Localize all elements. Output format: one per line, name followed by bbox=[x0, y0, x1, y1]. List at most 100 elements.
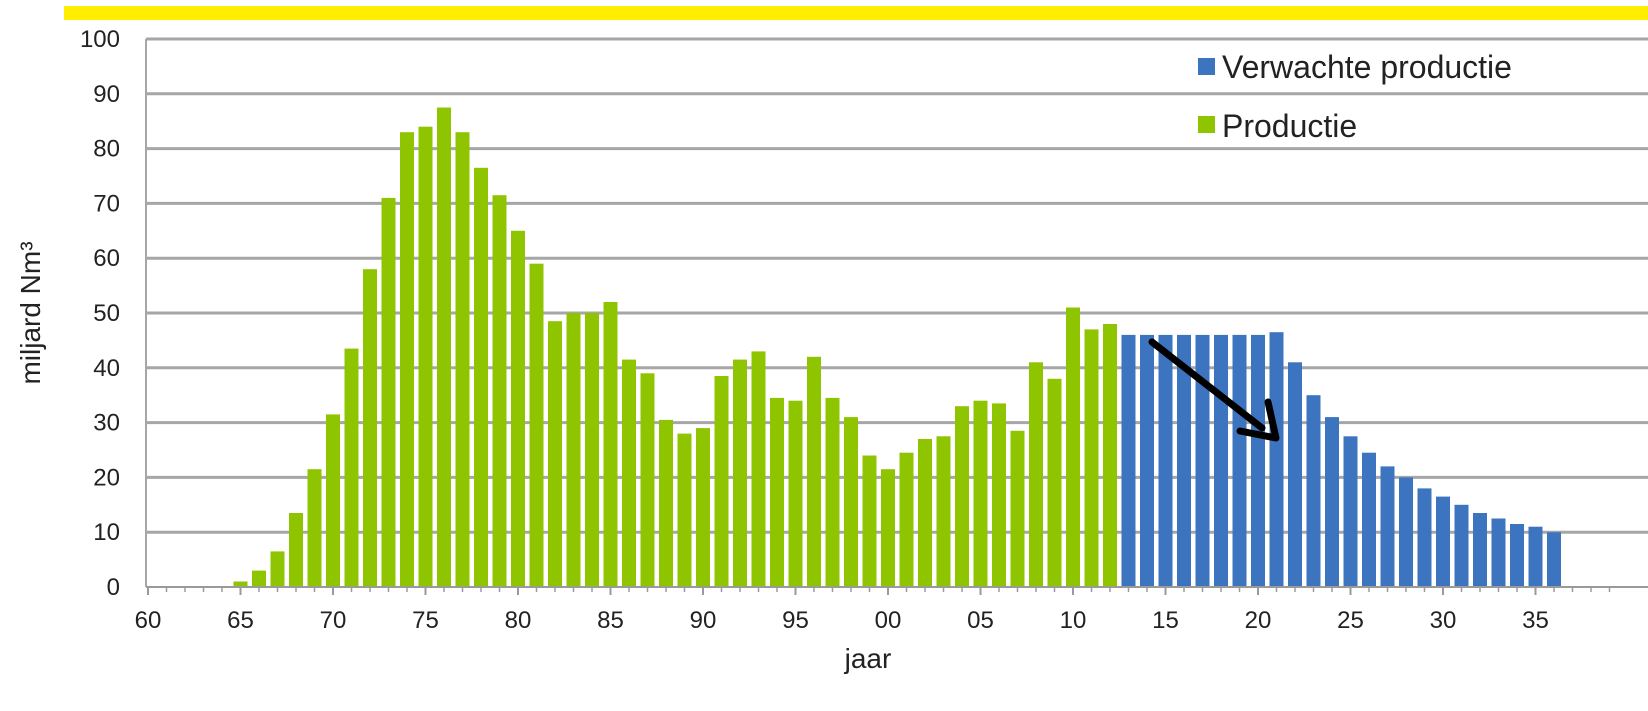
bar-productie-1981 bbox=[529, 263, 544, 587]
bar-productie-1967 bbox=[270, 551, 285, 587]
bar-productie-1991 bbox=[714, 376, 729, 587]
bar-verwachte-2026 bbox=[1362, 452, 1376, 587]
legend-swatch-verwachte bbox=[1198, 58, 1215, 75]
y-tick-label: 70 bbox=[93, 190, 120, 217]
bar-productie-1983 bbox=[566, 313, 581, 587]
y-tick-label: 100 bbox=[80, 26, 120, 53]
x-axis-title: jaar bbox=[844, 643, 892, 674]
bar-productie-1997 bbox=[825, 397, 840, 587]
bar-productie-1988 bbox=[659, 419, 673, 587]
bar-productie-1971 bbox=[344, 348, 359, 587]
bar-verwachte-2024 bbox=[1325, 417, 1339, 587]
bar-productie-2003 bbox=[936, 436, 951, 587]
bar-productie-1987 bbox=[640, 373, 655, 587]
bar-productie-1970 bbox=[326, 414, 340, 587]
bar-verwachte-2014 bbox=[1140, 334, 1154, 587]
bar-verwachte-2016 bbox=[1177, 334, 1191, 587]
bar-productie-1985 bbox=[603, 302, 618, 587]
bar-productie-1972 bbox=[363, 269, 377, 587]
y-tick-label: 10 bbox=[93, 519, 120, 546]
bar-verwachte-2031 bbox=[1454, 504, 1469, 587]
bar-productie-1977 bbox=[455, 132, 470, 587]
bar-verwachte-2018 bbox=[1214, 334, 1228, 587]
bar-productie-1989 bbox=[677, 433, 692, 587]
bar-productie-1999 bbox=[862, 455, 877, 587]
bar-productie-2004 bbox=[955, 406, 969, 587]
bar-productie-1969 bbox=[307, 469, 322, 587]
x-tick-label: 05 bbox=[967, 607, 994, 634]
bar-productie-1990 bbox=[696, 428, 710, 587]
x-tick-label: 70 bbox=[320, 607, 347, 634]
bar-productie-1993 bbox=[751, 351, 766, 587]
bar-productie-1979 bbox=[492, 195, 507, 587]
x-tick-label: 90 bbox=[690, 607, 717, 634]
bar-verwachte-2025 bbox=[1343, 436, 1358, 587]
x-tick-label: 95 bbox=[782, 607, 809, 634]
bar-productie-1966 bbox=[252, 570, 266, 587]
y-tick-label: 90 bbox=[93, 81, 120, 108]
bar-productie-2010 bbox=[1066, 307, 1080, 587]
x-tick-label: 15 bbox=[1152, 607, 1179, 634]
bar-productie-2001 bbox=[899, 452, 914, 587]
bar-verwachte-2032 bbox=[1473, 513, 1487, 587]
bar-productie-1994 bbox=[770, 397, 784, 587]
bars bbox=[233, 107, 1561, 588]
bar-productie-1982 bbox=[548, 321, 562, 587]
bar-verwachte-2021 bbox=[1269, 332, 1284, 587]
bar-productie-1980 bbox=[511, 230, 525, 588]
bar-productie-1996 bbox=[807, 356, 821, 587]
x-tick-label: 75 bbox=[412, 607, 439, 634]
bar-productie-1975 bbox=[418, 126, 433, 587]
bar-productie-2007 bbox=[1010, 430, 1025, 587]
y-tick-label: 30 bbox=[93, 410, 120, 437]
y-tick-label: 40 bbox=[93, 355, 120, 382]
legend-label-productie: Productie bbox=[1222, 108, 1357, 144]
bar-verwachte-2036 bbox=[1547, 532, 1561, 587]
bar-verwachte-2035 bbox=[1528, 526, 1543, 587]
bar-verwachte-2027 bbox=[1380, 466, 1395, 587]
bar-verwachte-2019 bbox=[1232, 334, 1247, 587]
y-tick-label: 50 bbox=[93, 300, 120, 327]
legend: Verwachte productie Productie bbox=[1198, 49, 1512, 144]
bar-productie-2008 bbox=[1029, 362, 1043, 587]
highlight-stripe bbox=[64, 6, 1648, 20]
bar-verwachte-2015 bbox=[1158, 334, 1173, 587]
y-tick-labels: 0 10 20 30 40 50 60 70 80 90 100 bbox=[80, 26, 120, 601]
y-tick-label: 60 bbox=[93, 245, 120, 272]
x-tick-label: 85 bbox=[597, 607, 624, 634]
bar-verwachte-2022 bbox=[1288, 362, 1302, 587]
bar-productie-2009 bbox=[1047, 378, 1062, 587]
bar-productie-1995 bbox=[788, 400, 803, 587]
bar-verwachte-2034 bbox=[1510, 524, 1524, 587]
bar-productie-2000 bbox=[881, 469, 895, 587]
x-tick-label: 60 bbox=[135, 607, 162, 634]
x-tick-label: 35 bbox=[1522, 607, 1549, 634]
x-tick-label: 20 bbox=[1245, 607, 1272, 634]
x-tick-label: 30 bbox=[1430, 607, 1457, 634]
y-tick-label: 80 bbox=[93, 136, 120, 163]
bar-verwachte-2017 bbox=[1195, 334, 1210, 587]
bar-productie-1992 bbox=[733, 359, 747, 587]
bar-verwachte-2023 bbox=[1306, 395, 1321, 587]
x-tick-label: 65 bbox=[227, 607, 254, 634]
gridlines bbox=[145, 37, 1648, 587]
bar-verwachte-2033 bbox=[1491, 518, 1506, 587]
x-tick-label: 25 bbox=[1337, 607, 1364, 634]
bar-productie-1986 bbox=[622, 359, 636, 587]
x-tick-label: 80 bbox=[505, 607, 532, 634]
bar-verwachte-2030 bbox=[1436, 496, 1450, 587]
bar-verwachte-2020 bbox=[1251, 334, 1265, 587]
bar-verwachte-2029 bbox=[1417, 488, 1432, 587]
bar-productie-1968 bbox=[289, 513, 303, 587]
bar-productie-1984 bbox=[585, 313, 599, 587]
y-tick-label: 0 bbox=[107, 574, 120, 601]
bar-productie-1973 bbox=[381, 197, 396, 587]
y-tick-label: 20 bbox=[93, 464, 120, 491]
bar-productie-2012 bbox=[1103, 324, 1117, 587]
bar-productie-2002 bbox=[918, 439, 932, 587]
legend-swatch-productie bbox=[1198, 116, 1215, 133]
legend-label-verwachte: Verwachte productie bbox=[1222, 49, 1512, 85]
bar-productie-1978 bbox=[474, 167, 488, 588]
trend-arrow bbox=[1148, 338, 1280, 442]
